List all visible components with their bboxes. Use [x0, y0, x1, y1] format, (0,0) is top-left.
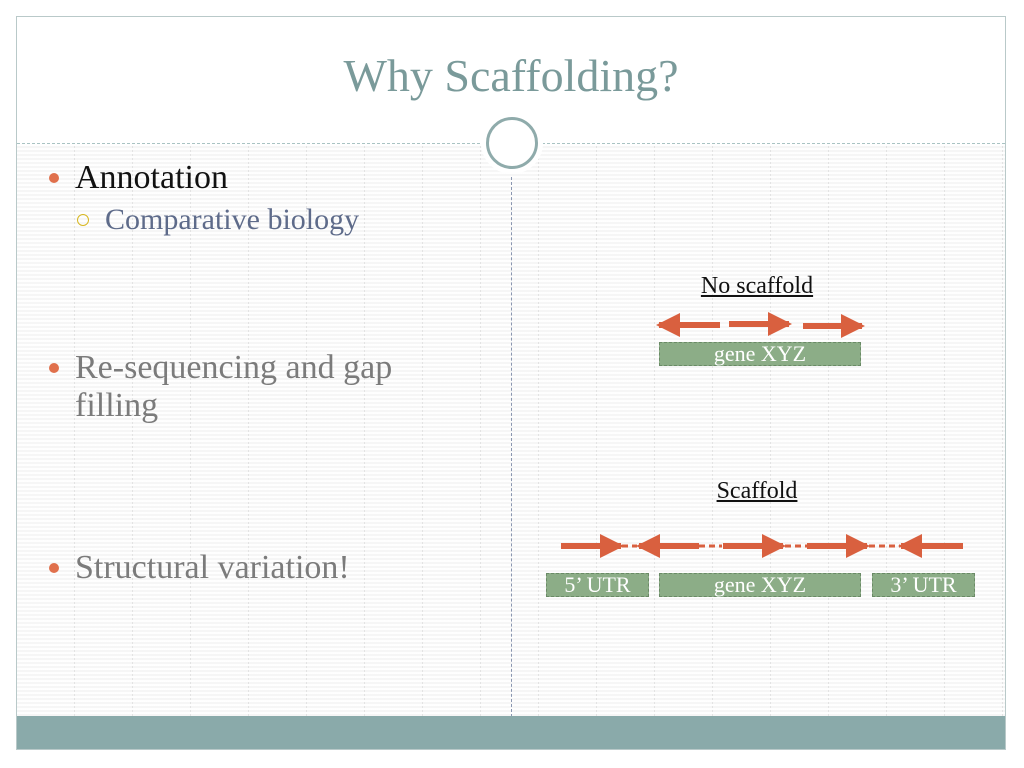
- bullet-text: Structural variation!: [75, 549, 350, 586]
- bullet-annotation: Annotation: [49, 159, 465, 197]
- slide: Why Scaffolding? Annotation Comparative …: [16, 16, 1006, 750]
- scaffold-label: Scaffold: [716, 478, 798, 504]
- column-divider: [511, 177, 512, 717]
- slide-title: Why Scaffolding?: [343, 50, 679, 101]
- no-scaffold-label: No scaffold: [700, 273, 814, 299]
- gene-box-no-scaffold: gene XYZ: [659, 342, 861, 366]
- bullet-text: Re-sequencing and gap filling: [75, 349, 393, 424]
- footer-bar: [17, 716, 1005, 749]
- sub-bullet-ring-icon: [77, 214, 89, 226]
- utr5-box: 5’ UTR: [546, 573, 649, 597]
- sub-bullet-text: Comparative biology: [105, 203, 360, 236]
- utr3-box: 3’ UTR: [872, 573, 975, 597]
- bullet-dot-icon: [49, 363, 59, 373]
- bullet-text: Annotation: [75, 159, 228, 196]
- bullet-dot-icon: [49, 563, 59, 573]
- title-circle-ornament-ring: [486, 117, 538, 169]
- bullet-resequencing: Re-sequencing and gap filling: [49, 349, 465, 425]
- bullet-dot-icon: [49, 173, 59, 183]
- contig-arrows: [561, 312, 963, 558]
- bullet-structural-variation: Structural variation!: [49, 549, 465, 587]
- gene-box-scaffold: gene XYZ: [659, 573, 861, 597]
